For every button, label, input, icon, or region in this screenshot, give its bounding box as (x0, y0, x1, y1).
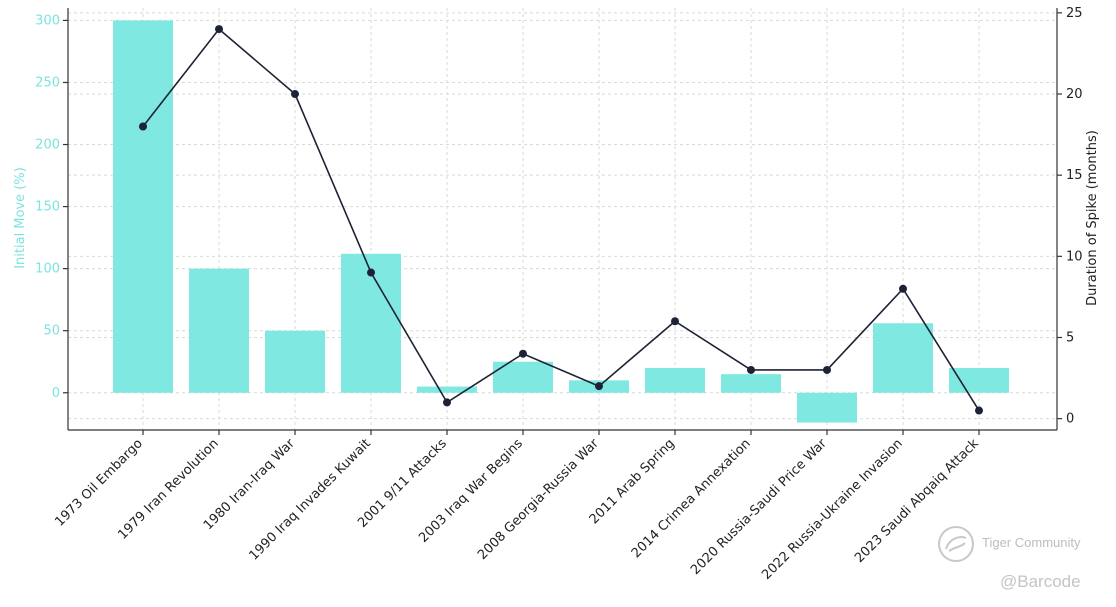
bar-initial-move (189, 268, 249, 393)
bar-initial-move (341, 253, 401, 393)
y-tick-left-label: 250 (35, 75, 60, 90)
y-tick-right-label: 10 (1066, 249, 1083, 264)
y-tick-right-label: 25 (1066, 6, 1083, 21)
duration-line (139, 25, 983, 415)
grid-lines (68, 8, 1057, 430)
duration-point (899, 284, 907, 293)
duration-point (823, 365, 831, 374)
y-tick-left-label: 100 (35, 262, 60, 277)
duration-line-path (142, 27, 980, 411)
duration-point (367, 268, 375, 277)
watermark-brand: Tiger Community (982, 535, 1081, 550)
y-tick-left-label: 0 (52, 386, 60, 401)
y-tick-left-label: 50 (43, 324, 60, 339)
y-tick-right-label: 15 (1066, 168, 1083, 183)
duration-point (519, 349, 527, 358)
x-tick-label: 2011 Arab Spring (587, 436, 678, 527)
bar-initial-move (797, 392, 857, 423)
x-tick-label: 2008 Georgia-Russia War (475, 436, 602, 563)
y-axis-label-left: Initial Move (%) (13, 167, 28, 269)
x-tick-label: 1990 Iraq Invades Kuwait (247, 436, 374, 563)
bar-initial-move (873, 323, 933, 393)
watermark-handle: @Barcode (1000, 572, 1081, 591)
duration-point (975, 406, 983, 415)
y-axis-label-right: Duration of Spike (months) (1085, 130, 1100, 306)
duration-point (595, 382, 603, 391)
bar-initial-move (113, 20, 173, 393)
bar-initial-move (417, 386, 477, 393)
duration-point (291, 90, 299, 99)
y-tick-left-label: 200 (35, 138, 60, 153)
x-tick-label: 2020 Russia-Saudi Price War (688, 436, 830, 578)
y-tick-left-label: 150 (35, 200, 60, 215)
y-tick-right-label: 0 (1066, 412, 1074, 427)
duration-point (671, 317, 679, 326)
x-tick-label: 2022 Russia-Ukraine Invasion (759, 436, 906, 583)
y-tick-right-label: 5 (1066, 330, 1074, 345)
y-tick-right-label: 20 (1066, 87, 1083, 102)
bar-initial-move (721, 374, 781, 393)
duration-point (443, 398, 451, 407)
duration-point (139, 122, 147, 131)
bar-initial-move (265, 330, 325, 393)
bar-initial-move (949, 367, 1009, 393)
bars (113, 20, 1009, 423)
duration-point (747, 365, 755, 374)
bar-initial-move (645, 367, 705, 393)
duration-point (215, 25, 223, 34)
tiger-community-logo-icon (938, 526, 974, 562)
y-tick-left-label: 300 (35, 13, 60, 28)
